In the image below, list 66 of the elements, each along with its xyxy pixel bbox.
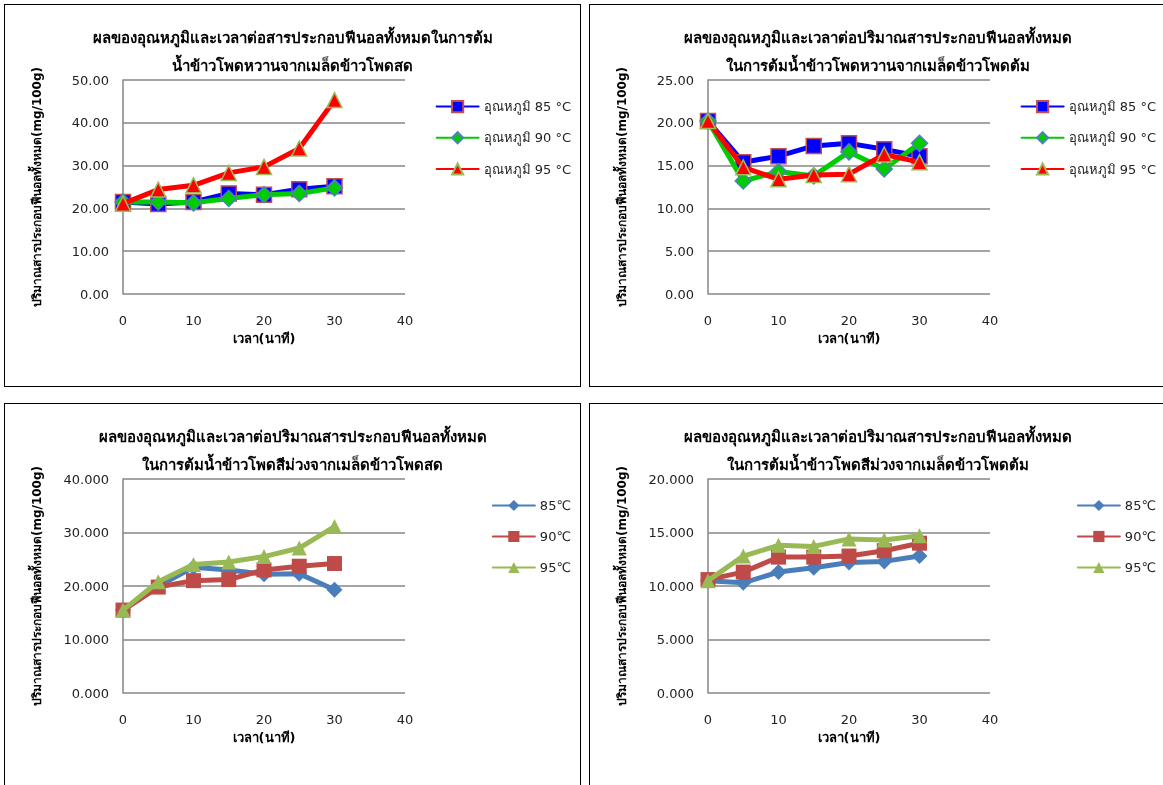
legend-label: 95℃ <box>539 559 572 575</box>
x-tick-label: 10 <box>770 313 787 328</box>
x-tick-label: 30 <box>911 313 928 328</box>
x-axis-title: เวลา(นาที) <box>817 330 881 346</box>
legend-label: 90℃ <box>1124 528 1157 544</box>
y-tick-label: 30.000 <box>63 524 109 540</box>
y-tick-label: 15.000 <box>648 524 694 540</box>
y-tick-label: 20.000 <box>63 578 109 593</box>
x-tick-label: 10 <box>770 711 787 727</box>
y-tick-label: 10.00 <box>71 243 109 259</box>
x-tick-label: 20 <box>255 711 273 727</box>
legend-label: 95℃ <box>1124 559 1157 575</box>
y-tick-label: 5.000 <box>656 631 694 647</box>
chart-title: ผลของอุณหภูมิและเวลาต่อปริมาณสารประกอบฟีนอลทั้งหมด ในการต้มน้ำข้าวโพดสีม่วงจากเมล็ดข้าวโพดต้ม <box>683 424 1072 474</box>
y-tick-label: 5.00 <box>665 243 694 259</box>
chart-title: ผลของอุณหภูมิและเวลาต่อปริมาณสารประกอบฟีนอลทั้งหมด ในการต้มน้ำข้าวโพดหวานจากเมล็ดข้าวโพดต้ม <box>683 26 1072 75</box>
y-tick-label: 20.000 <box>648 471 694 486</box>
x-tick-label: 30 <box>326 711 343 727</box>
x-tick-label: 20 <box>255 313 273 328</box>
y-tick-label: 20.00 <box>656 115 694 131</box>
legend-label: 85℃ <box>539 497 572 513</box>
y-tick-label: 25.00 <box>656 72 694 88</box>
x-tick-label: 10 <box>185 711 202 727</box>
x-tick-label: 40 <box>396 711 414 727</box>
y-tick-label: 40.000 <box>63 471 109 486</box>
x-tick-label: 40 <box>981 711 999 727</box>
y-tick-label: 50.00 <box>71 72 109 88</box>
legend-label: อุณหภูมิ 90 °C <box>483 130 572 147</box>
y-tick-label: 10.000 <box>648 578 694 593</box>
x-tick-label: 30 <box>911 711 928 727</box>
x-tick-label: 30 <box>326 313 343 328</box>
x-tick-label: 0 <box>703 711 713 727</box>
y-axis-title: ปริมาณสารประกอบฟีนอลทั้งหมด(mg/100g) <box>27 465 44 706</box>
legend-label: 85℃ <box>1124 497 1157 513</box>
x-axis-title: เวลา(นาที) <box>232 330 296 346</box>
y-tick-label: 40.00 <box>71 115 109 131</box>
y-tick-label: 0.000 <box>71 685 109 700</box>
x-axis-title: เวลา(นาที) <box>232 729 296 745</box>
y-tick-label: 30.00 <box>71 158 109 174</box>
y-axis-title: ปริมาณสารประกอบฟีนอลทั้งหมด(mg/100g) <box>27 66 44 308</box>
legend-label: อุณหภูมิ 95 °C <box>1068 161 1157 178</box>
chart-title: ผลของอุณหภูมิและเวลาต่อสารประกอบฟีนอลทั้งหมดในการต้ม น้ำข้าวโพดหวานจากเมล็ดข้าวโพดสด <box>92 26 493 75</box>
y-tick-label: 10.00 <box>656 200 694 216</box>
x-tick-label: 20 <box>840 313 858 328</box>
x-tick-label: 40 <box>981 313 999 328</box>
legend-label: อุณหภูมิ 95 °C <box>483 161 572 178</box>
x-tick-label: 40 <box>396 313 414 328</box>
y-tick-label: 0.00 <box>80 286 109 302</box>
x-tick-label: 0 <box>118 313 128 328</box>
y-axis-title: ปริมาณสารประกอบฟีนอลทั้งหมด(mg/100g) <box>612 465 629 706</box>
y-tick-label: 15.00 <box>656 158 694 174</box>
x-tick-label: 10 <box>185 313 202 328</box>
legend-label: อุณหภูมิ 85 °C <box>483 99 572 116</box>
x-axis-title: เวลา(นาที) <box>817 729 881 745</box>
x-tick-label: 0 <box>118 711 128 727</box>
x-tick-label: 20 <box>840 711 858 727</box>
y-axis-title: ปริมาณสารประกอบฟีนอลทั้งหมด(mg/100g) <box>612 66 629 308</box>
x-tick-label: 0 <box>703 313 713 328</box>
y-tick-label: 20.00 <box>71 200 109 216</box>
y-tick-label: 0.00 <box>665 286 694 302</box>
legend-label: อุณหภูมิ 85 °C <box>1068 99 1157 116</box>
y-tick-label: 10.000 <box>63 631 109 647</box>
y-tick-label: 0.000 <box>656 685 694 700</box>
chart-title: ผลของอุณหภูมิและเวลาต่อปริมาณสารประกอบฟีนอลทั้งหมด ในการต้มน้ำข้าวโพดสีม่วงจากเมล็ดข้าวโพดสด <box>98 424 487 474</box>
legend-label: อุณหภูมิ 90 °C <box>1068 130 1157 147</box>
legend-label: 90℃ <box>539 528 572 544</box>
